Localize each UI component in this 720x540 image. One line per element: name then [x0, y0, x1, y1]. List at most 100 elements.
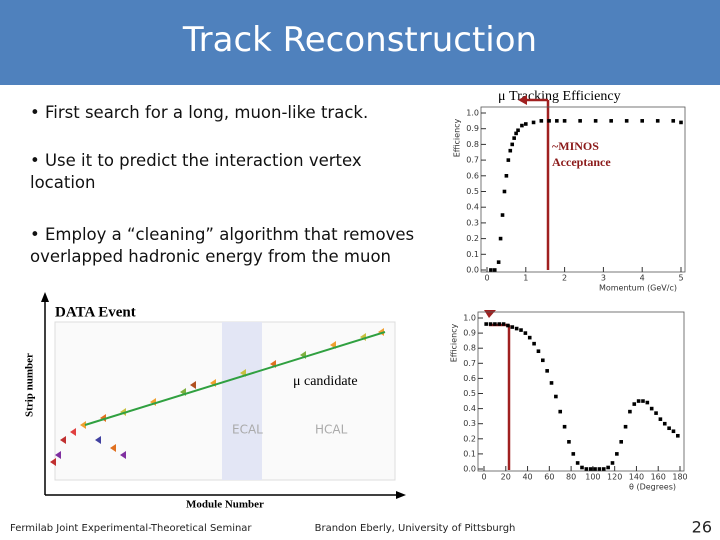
y-tick-label: 0.9	[463, 329, 476, 338]
y-tick-label: 0.4	[466, 203, 479, 212]
data-point	[578, 119, 582, 123]
data-point	[520, 123, 524, 128]
data-point	[500, 213, 505, 217]
data-point	[671, 119, 676, 123]
hcal-label: HCAL	[315, 423, 348, 437]
data-point	[679, 120, 683, 125]
annotation: μ Tracking Efficiency	[498, 89, 621, 104]
y-axis-label: Efficiency	[450, 323, 459, 362]
slide-title: Track Reconstruction	[182, 20, 538, 60]
y-tick-label: 0.3	[463, 419, 476, 428]
data-point	[488, 322, 493, 326]
x-tick-label: 180	[672, 473, 687, 482]
x-tick-label: 5	[678, 274, 683, 283]
data-point	[676, 433, 680, 438]
y-tick-label: 0.3	[466, 218, 479, 227]
plot-frame	[480, 106, 686, 273]
footer-left: Fermilab Joint Experimental-Theoretical …	[10, 523, 252, 534]
data-point	[658, 417, 663, 421]
event-title: DATA Event	[55, 304, 136, 320]
data-point	[645, 400, 650, 405]
x-axis-label: θ (Degrees)	[629, 483, 676, 492]
data-point	[502, 189, 507, 194]
x-tick-label: 80	[566, 473, 576, 482]
data-point	[593, 119, 598, 123]
data-point	[506, 158, 511, 162]
data-point	[632, 402, 637, 406]
data-point	[493, 322, 497, 326]
x-tick-label: 1	[523, 274, 528, 283]
y-tick-label: 0.7	[463, 359, 476, 368]
data-point	[514, 131, 518, 136]
y-tick-label: 0.1	[466, 250, 479, 259]
page-number: 26	[692, 518, 712, 537]
data-point	[609, 119, 613, 123]
x-tick-label: 140	[629, 473, 644, 482]
data-point	[545, 369, 549, 373]
arrow-head	[484, 310, 496, 318]
data-point	[640, 119, 644, 123]
data-point	[575, 461, 580, 465]
x-tick-label: 4	[640, 274, 645, 283]
data-point	[584, 467, 589, 471]
data-point	[547, 119, 551, 123]
footer-center: Brandon Eberly, University of Pittsburgh	[315, 523, 516, 534]
data-point	[628, 409, 632, 414]
y-tick-label: 0.4	[463, 404, 476, 413]
y-tick-label: 0.6	[463, 374, 476, 383]
data-point	[667, 426, 671, 431]
data-point	[580, 465, 584, 470]
data-point	[562, 424, 567, 429]
data-point	[555, 119, 559, 123]
x-tick-label: 20	[501, 473, 511, 482]
x-tick-label: 60	[544, 473, 554, 482]
y-tick-label: 0.7	[466, 156, 479, 165]
bullet: • Use it to predict the interaction vert…	[30, 151, 362, 192]
data-point	[655, 119, 660, 123]
data-point	[506, 323, 510, 328]
data-point	[510, 142, 515, 147]
data-point	[662, 421, 667, 426]
x-tick-label: 0	[481, 473, 486, 482]
arrow-head	[41, 292, 49, 302]
data-point	[497, 322, 502, 326]
data-point	[532, 341, 536, 346]
data-point	[541, 358, 545, 363]
data-point	[504, 174, 509, 178]
data-point	[571, 452, 576, 456]
y-tick-label: 0.5	[466, 187, 479, 196]
data-point	[606, 465, 610, 470]
y-tick-label: 0.6	[466, 171, 479, 180]
data-point	[554, 394, 558, 399]
arrow-head	[396, 491, 406, 499]
header-bar	[0, 0, 720, 85]
arrow-head	[518, 95, 527, 105]
event-x-label: Module Number	[186, 499, 264, 511]
y-tick-label: 0.0	[463, 465, 476, 474]
data-point	[558, 409, 563, 414]
data-point	[492, 268, 497, 272]
bullet: • Employ a “cleaning” algorithm that rem…	[30, 225, 415, 266]
bullet: • First search for a long, muon-like tra…	[30, 103, 369, 122]
y-tick-label: 0.8	[466, 140, 479, 149]
annotation: Acceptance	[552, 155, 611, 169]
data-point	[524, 122, 528, 126]
plot-frame	[477, 311, 685, 472]
y-axis-label: Efficiency	[453, 118, 462, 157]
data-point	[523, 331, 528, 335]
data-point	[601, 467, 606, 471]
data-point	[516, 128, 520, 133]
y-tick-label: 1.0	[466, 109, 479, 118]
y-tick-label: 0.1	[463, 449, 476, 458]
data-point	[615, 452, 619, 456]
y-tick-label: 0.2	[466, 234, 479, 243]
data-point	[671, 429, 676, 434]
x-tick-label: 2	[562, 274, 567, 283]
data-point	[649, 406, 654, 411]
data-point	[624, 119, 629, 123]
data-point	[588, 467, 593, 471]
data-point	[593, 467, 597, 471]
annotation: ~MINOS	[552, 139, 599, 153]
ecal-band	[222, 322, 262, 480]
